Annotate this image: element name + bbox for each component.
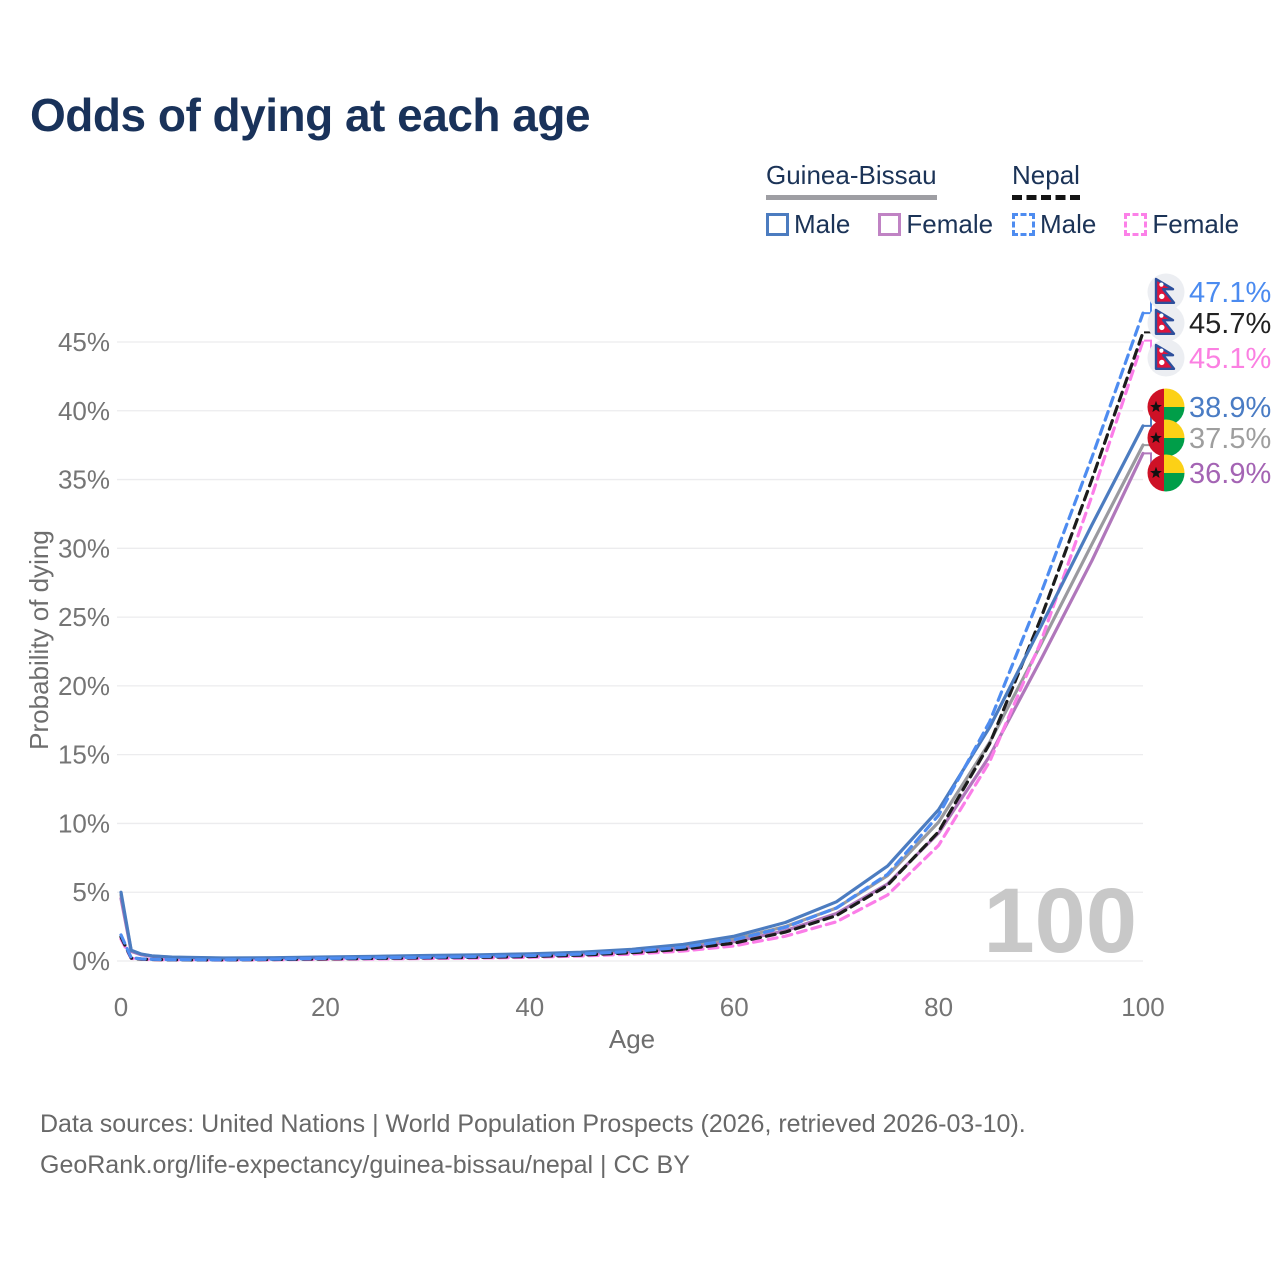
gridlines [117,341,1143,962]
end-label-value-np-total: 45.7% [1189,308,1271,340]
x-tick-label: 80 [924,992,953,1022]
x-tick-label: 20 [311,992,340,1022]
x-tick-label: 60 [720,992,749,1022]
y-tick-label: 30% [58,533,110,563]
nepal-flag-icon [1147,339,1185,377]
nepal-male-swatch-icon [1012,213,1035,236]
legend-item-gb-male[interactable]: Male [766,209,850,240]
gb-male-swatch-icon [766,213,789,236]
legend-group-guinea-bissau: Guinea-Bissau Male Female [766,160,993,240]
nepal-flag-icon [1147,304,1185,342]
end-label-value-gb-total: 37.5% [1189,423,1271,455]
x-tick-label: 0 [114,992,128,1022]
y-axis-title: Probability of dying [24,530,54,750]
guinea-bissau-flag-icon [1147,419,1185,457]
legend-item-label: Male [794,209,851,239]
legend-item-label: Female [1152,209,1240,239]
legend-item-label: Female [906,209,994,239]
x-tick-label: 40 [515,992,544,1022]
gb-female-swatch-icon [878,213,902,236]
legend-item-label: Male [1040,209,1097,239]
y-tick-label: 40% [58,396,110,426]
y-tick-label: 20% [58,671,110,701]
y-tick-label: 0% [72,946,110,976]
series-line-np-female [119,339,1145,962]
nepal-flag-icon [1147,273,1185,311]
footer-sources-line: Data sources: United Nations | World Pop… [40,1110,1026,1138]
x-axis-ticks: 0 20 40 60 80 100 [114,992,1165,1022]
footer: Data sources: United Nations | World Pop… [40,1104,1026,1186]
end-label-value-gb-male: 38.9% [1189,392,1271,424]
legend-country-nepal: Nepal [1012,160,1080,200]
age-watermark: 100 [984,870,1138,972]
y-tick-label: 5% [72,877,110,907]
y-tick-label: 35% [58,465,110,495]
guinea-bissau-flag-icon [1147,454,1185,492]
y-tick-label: 25% [58,602,110,632]
end-labels: 47.1%45.7%45.1% 38.9%37.5%36.9% [1144,273,1271,492]
legend-item-gb-female[interactable]: Female [878,209,993,240]
legend-item-nepal-female[interactable]: Female [1124,209,1239,240]
x-axis-title: Age [609,1024,655,1054]
series-line-gb-male [119,424,1145,960]
y-tick-label: 15% [58,740,110,770]
legend-country-guinea-bissau: Guinea-Bissau [766,160,937,200]
series-line-np-male [119,311,1145,962]
y-tick-label: 45% [58,327,110,357]
x-tick-label: 100 [1121,992,1164,1022]
y-axis-ticks: 0% 5% 10% 15% 20% 25% 30% 35% 40% 45% [58,327,110,976]
series-lines [119,311,1145,962]
legend-group-nepal: Nepal Male Female [1012,160,1239,240]
legend-item-nepal-male[interactable]: Male [1012,209,1096,240]
end-label-value-gb-female: 36.9% [1189,458,1271,490]
page-title: Odds of dying at each age [30,89,591,141]
footer-url-line: GeoRank.org/life-expectancy/guinea-bissa… [40,1151,690,1179]
end-label-value-np-female: 45.1% [1189,343,1271,375]
nepal-female-swatch-icon [1124,213,1148,236]
y-tick-label: 10% [58,808,110,838]
end-label-value-np-male: 47.1% [1189,277,1271,309]
series-line-np-total [119,330,1145,962]
